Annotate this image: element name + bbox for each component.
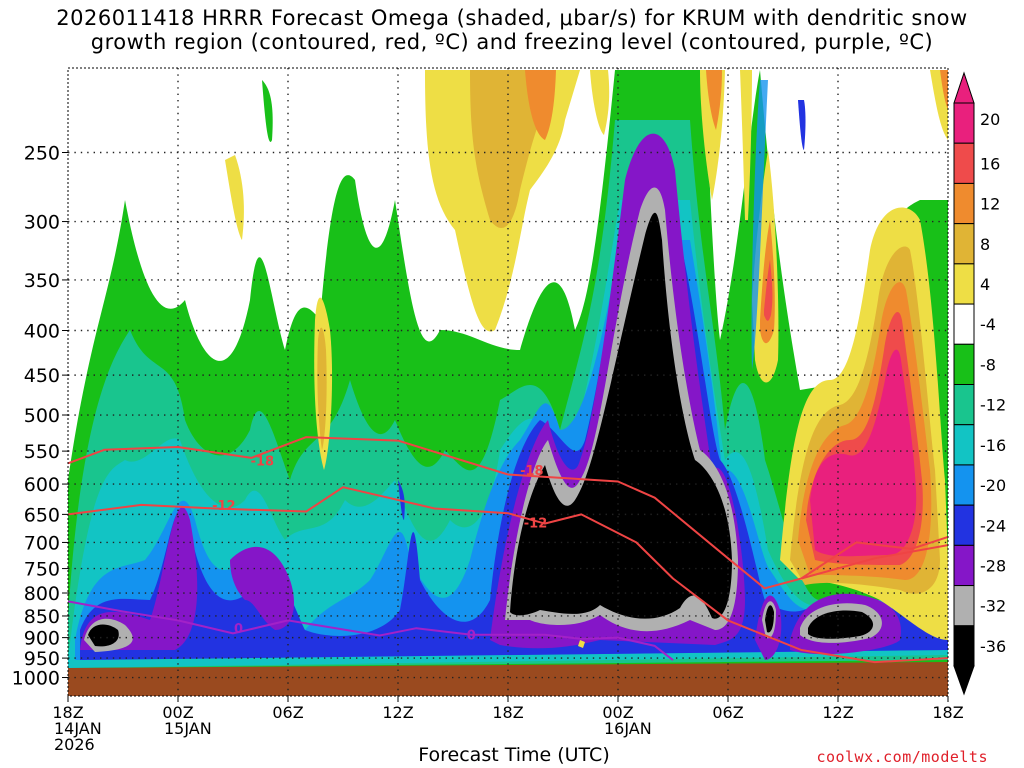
y-tick-label: 1000 bbox=[12, 668, 60, 690]
colorbar-swatch bbox=[953, 585, 975, 627]
contour-lines: -18 -12 -18 -12 0 0 bbox=[68, 436, 948, 664]
x-axis-title: Forecast Time (UTC) bbox=[0, 744, 1024, 766]
y-tick-label: 950 bbox=[24, 648, 60, 670]
y-tick-label: 450 bbox=[24, 365, 60, 387]
colorbar-top-arrow bbox=[953, 71, 975, 104]
x-tick-label: 18Z bbox=[52, 703, 83, 722]
contour-line bbox=[68, 600, 674, 661]
y-axis: 2503003504004505005506006507007508008509… bbox=[12, 143, 68, 690]
colorbar-swatch bbox=[953, 182, 975, 225]
colorbar-label: -20 bbox=[980, 476, 1006, 495]
colorbar-label: -16 bbox=[980, 436, 1006, 455]
x-tick-label: 16JAN bbox=[604, 719, 652, 738]
colorbar-swatch bbox=[953, 263, 975, 305]
y-tick-label: 650 bbox=[24, 504, 60, 526]
colorbar-label: 8 bbox=[980, 235, 990, 254]
colorbar-swatch bbox=[953, 142, 975, 184]
x-tick-label: 18Z bbox=[492, 703, 523, 722]
colorbar-swatch bbox=[953, 424, 975, 466]
y-tick-label: 250 bbox=[24, 143, 60, 165]
y-tick-label: 600 bbox=[24, 474, 60, 496]
colorbar-label: 16 bbox=[980, 154, 1000, 173]
y-tick-label: 850 bbox=[24, 606, 60, 628]
contour-line bbox=[800, 536, 948, 580]
x-tick-label: 06Z bbox=[712, 703, 743, 722]
colorbar-bottom-arrow bbox=[953, 665, 975, 696]
y-tick-label: 700 bbox=[24, 532, 60, 554]
y-tick-label: 500 bbox=[24, 405, 60, 427]
chart-title-line-1: 2026011418 HRRR Forecast Omega (shaded, … bbox=[56, 6, 968, 30]
colorbar-label: -8 bbox=[980, 355, 996, 374]
y-tick-label: 550 bbox=[24, 441, 60, 463]
x-tick-label: 12Z bbox=[382, 703, 413, 722]
x-tick-label: 00Z bbox=[162, 703, 193, 722]
contour-label: -12 bbox=[212, 499, 236, 514]
chart-title-line-2: growth region (contoured, red, ºC) and f… bbox=[90, 30, 934, 54]
colorbar-label: -28 bbox=[980, 556, 1006, 575]
grid-lines bbox=[68, 68, 948, 696]
colorbar-swatch bbox=[953, 102, 975, 144]
x-tick-label: 12Z bbox=[822, 703, 853, 722]
credit-link[interactable]: coolwx.com/modelts bbox=[816, 748, 988, 766]
colorbar-swatch bbox=[953, 625, 975, 667]
colorbar-swatch bbox=[953, 504, 975, 546]
contour-label: -12 bbox=[524, 516, 548, 531]
colorbar-swatch bbox=[953, 223, 975, 265]
y-tick-label: 350 bbox=[24, 270, 60, 292]
y-tick-label: 800 bbox=[24, 583, 60, 605]
x-tick-label: 15JAN bbox=[164, 719, 212, 738]
colorbar-label: -4 bbox=[980, 315, 996, 334]
colorbar-label: -12 bbox=[980, 396, 1006, 415]
colorbar-swatch bbox=[953, 384, 975, 426]
colorbar: 20 16 12 8 4 -4 -8 -12 -16 -20 -24 -28 -32 -36 bbox=[953, 71, 1006, 696]
contour-line bbox=[68, 436, 948, 590]
colorbar-label: 4 bbox=[980, 275, 990, 294]
colorbar-label: -24 bbox=[980, 516, 1006, 535]
x-tick-label: 2026 bbox=[54, 735, 95, 754]
colorbar-swatch bbox=[953, 343, 975, 385]
y-tick-label: 900 bbox=[24, 628, 60, 650]
x-tick-label: 14JAN bbox=[54, 719, 102, 738]
contour-label: -18 bbox=[251, 455, 275, 470]
colorbar-label: 12 bbox=[980, 195, 1000, 214]
y-tick-label: 400 bbox=[24, 321, 60, 343]
x-axis-title-text: Forecast Time (UTC) bbox=[418, 744, 610, 766]
contour-label: 0 bbox=[467, 629, 476, 644]
colorbar-swatch bbox=[953, 544, 975, 587]
contour-label: -18 bbox=[520, 464, 544, 479]
x-tick-label: 06Z bbox=[272, 703, 303, 722]
colorbar-swatch bbox=[953, 303, 975, 345]
contour-line bbox=[68, 486, 948, 664]
x-tick-label: 00Z bbox=[602, 703, 633, 722]
y-tick-label: 300 bbox=[24, 212, 60, 234]
x-tick-label: 18Z bbox=[932, 703, 963, 722]
y-tick-label: 750 bbox=[24, 559, 60, 581]
colorbar-swatch bbox=[953, 464, 975, 506]
colorbar-label: -32 bbox=[980, 597, 1006, 616]
colorbar-label: -36 bbox=[980, 637, 1006, 656]
colorbar-label: 20 bbox=[980, 110, 1000, 129]
contour-label: 0 bbox=[234, 622, 243, 637]
